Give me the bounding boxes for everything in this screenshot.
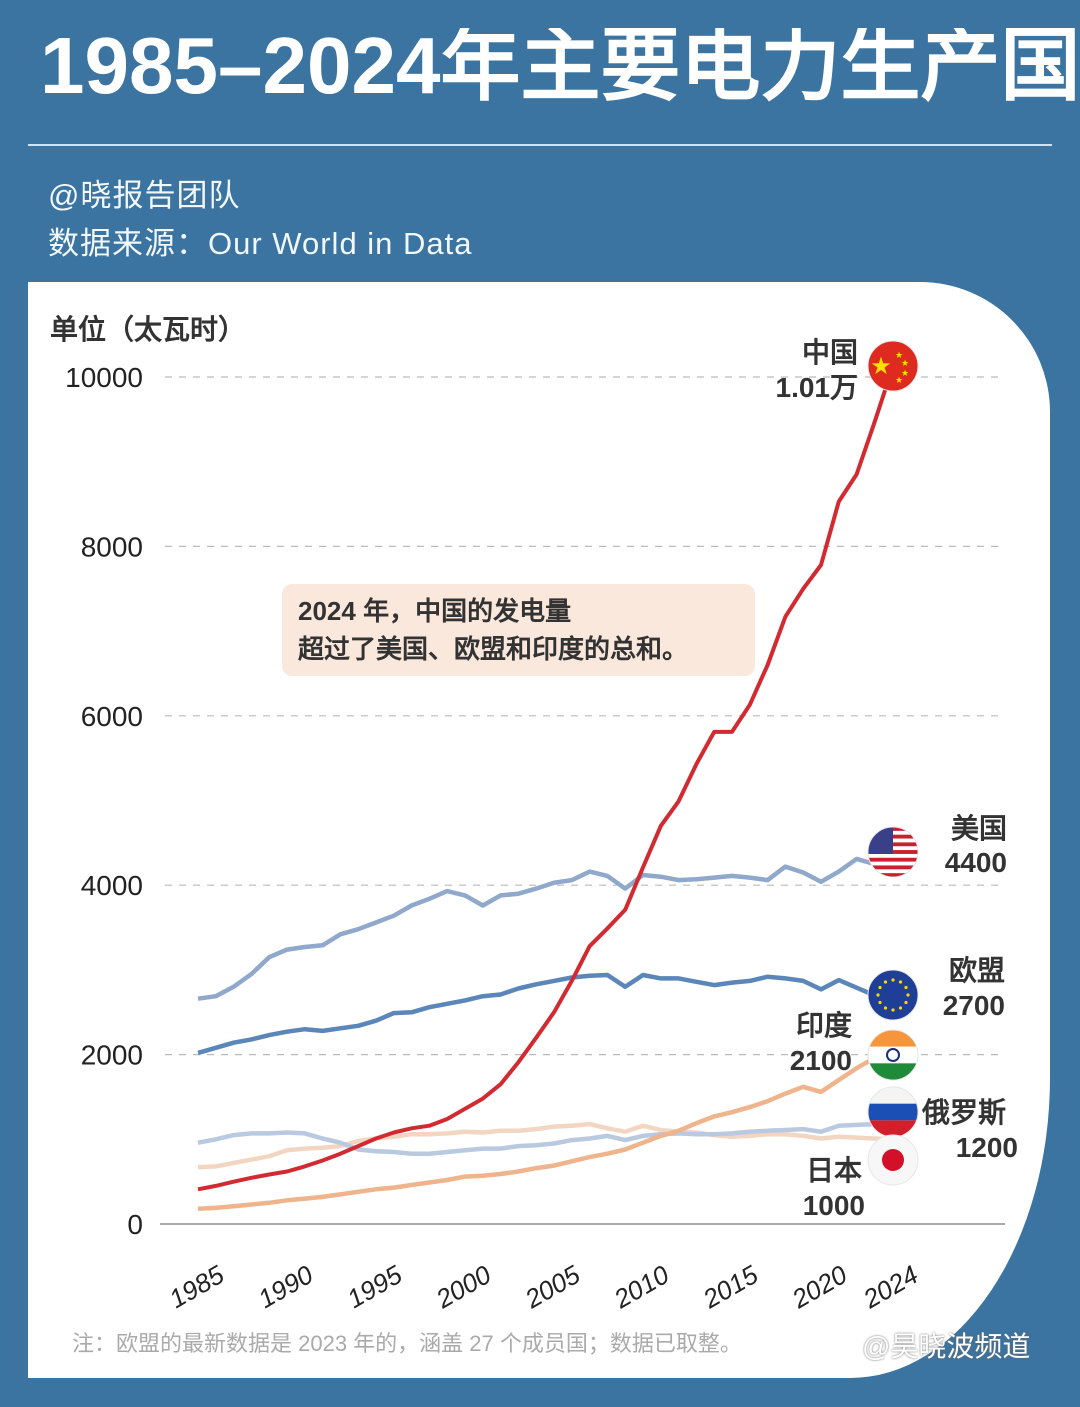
- star-icon: [883, 980, 888, 984]
- annotation-box: 2024 年，中国的发电量 超过了美国、欧盟和印度的总和。: [282, 584, 755, 676]
- series-line-russia: [197, 1120, 893, 1156]
- x-tick-label: 2005: [519, 1259, 585, 1315]
- flag-stripe: [868, 1030, 918, 1047]
- series-line-japan: [197, 1121, 893, 1170]
- star-icon: [891, 1008, 895, 1012]
- eu-flag-icon: [868, 970, 918, 1020]
- series-line-usa: [197, 849, 894, 1001]
- series-value-label: 4400: [945, 847, 1007, 878]
- x-tick-label: 1990: [253, 1259, 319, 1314]
- flag-stripe: [868, 873, 918, 877]
- author: @晓报告团队: [48, 178, 241, 213]
- series-value-label: 1000: [803, 1190, 865, 1221]
- star-icon: ★: [870, 353, 892, 380]
- star-icon: ★: [895, 350, 903, 360]
- flag-stripe: [868, 1046, 918, 1064]
- star-icon: [876, 993, 880, 997]
- x-tick-label: 2015: [697, 1259, 763, 1315]
- japan-flag-icon: [868, 1135, 918, 1185]
- flag-stripe: [868, 1087, 918, 1104]
- footnote: 注：欧盟的最新数据是 2023 年的，涵盖 27 个成员国；数据已取整。: [72, 1331, 742, 1356]
- flag-field: [868, 341, 918, 391]
- series-line-china: [197, 367, 895, 1192]
- divider: [28, 144, 1052, 146]
- series-name-label: 日本: [806, 1155, 862, 1186]
- usa-flag-icon: [868, 827, 918, 877]
- star-icon: [891, 978, 895, 982]
- x-tick-label: 2020: [786, 1259, 852, 1315]
- star-icon: [898, 980, 903, 984]
- star-icon: ★: [895, 375, 903, 385]
- flag-outline: [867, 826, 919, 878]
- y-tick-label: 2000: [81, 1040, 143, 1071]
- wheel-icon: [886, 1048, 900, 1062]
- flag-stripe: [868, 1120, 918, 1137]
- series-name-label: 印度: [796, 1010, 852, 1041]
- star-icon: [904, 985, 908, 990]
- series-name-label: 中国: [802, 337, 858, 368]
- series-name-label: 俄罗斯: [921, 1097, 1006, 1128]
- series-line-eu: [197, 972, 876, 1056]
- flag-field: [868, 970, 918, 1020]
- star-icon: [906, 993, 910, 997]
- y-tick-label: 0: [127, 1209, 143, 1240]
- watermark: @昊晓波频道: [862, 1331, 1031, 1362]
- series-value-label: 1200: [956, 1132, 1018, 1163]
- flag-outline: [867, 340, 919, 392]
- star-icon: [878, 1000, 882, 1005]
- x-tick-label: 2024: [857, 1259, 923, 1314]
- flag-outline: [867, 969, 919, 1021]
- flag-stripe: [868, 861, 918, 866]
- y-axis-label: 单位（太瓦时）: [50, 314, 247, 345]
- series-line-india: [197, 1044, 894, 1212]
- series-value-label: 1.01万: [776, 372, 859, 403]
- flag-stripe: [868, 869, 918, 874]
- annotation-line-2: 超过了美国、欧盟和印度的总和。: [298, 634, 689, 664]
- sun-disc: [882, 1149, 904, 1171]
- series-name-label: 欧盟: [949, 955, 1005, 986]
- flag-stripe: [868, 857, 918, 863]
- series-value-label: 2700: [943, 990, 1005, 1021]
- page-title: 1985–2024年主要电力生产国: [40, 28, 1080, 110]
- star-icon: ★: [901, 368, 909, 378]
- flag-stripe: [868, 853, 918, 859]
- y-tick-label: 10000: [65, 362, 143, 393]
- chart-card: [28, 282, 1050, 1378]
- star-icon: ★: [901, 358, 909, 368]
- y-tick-label: 8000: [81, 531, 143, 562]
- flag-outline: [867, 1029, 919, 1081]
- china-flag-icon: ★ ★★★★: [868, 341, 918, 391]
- russia-flag-icon: [868, 1087, 918, 1137]
- y-tick-label: 4000: [81, 870, 143, 901]
- x-tick-label: 1995: [342, 1259, 408, 1314]
- star-icon: [883, 1006, 888, 1010]
- flag-stripe: [868, 1103, 918, 1121]
- data-source: 数据来源：Our World in Data: [48, 226, 473, 261]
- flag-stripe: [868, 1063, 918, 1080]
- flag-canton: [868, 827, 893, 854]
- star-icon: [904, 1000, 908, 1005]
- flag-outline: [867, 1134, 919, 1186]
- star-icon: [878, 985, 882, 990]
- x-tick-label: 2010: [608, 1259, 674, 1315]
- flag-stripe: [868, 865, 918, 870]
- india-flag-icon: [868, 1030, 918, 1080]
- annotation-line-1: 2024 年，中国的发电量: [298, 596, 572, 626]
- star-icon: [898, 1006, 903, 1010]
- x-tick-label: 1985: [164, 1259, 230, 1314]
- x-tick-label: 2000: [430, 1259, 496, 1315]
- series-name-label: 美国: [951, 813, 1007, 844]
- y-tick-label: 6000: [81, 701, 143, 732]
- series-value-label: 2100: [790, 1045, 852, 1076]
